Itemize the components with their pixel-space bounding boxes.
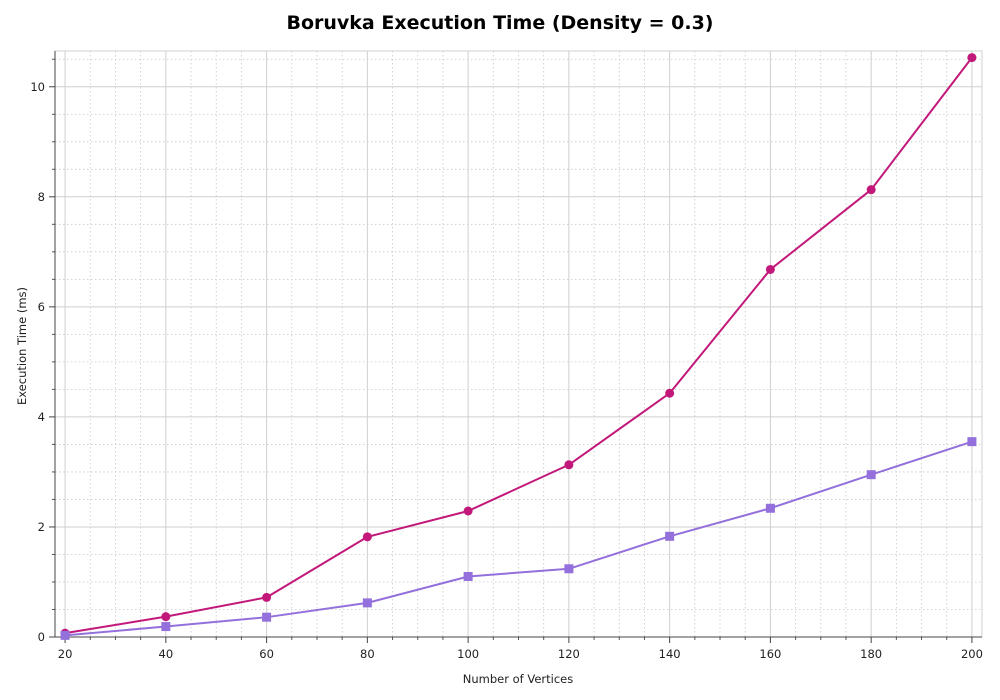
series-2-point — [262, 612, 272, 622]
grid-layer — [54, 50, 983, 638]
x-tick-label: 160 — [759, 647, 781, 661]
series-2-point — [60, 630, 70, 640]
series-1-point — [161, 612, 171, 622]
y-tick-label: 4 — [38, 410, 45, 424]
axis-layer: 20 40 60 80 100 120 140 160 180 200 0 2 4 6 8 10 — [30, 51, 983, 661]
series-1-line — [64, 56, 973, 635]
series-2-point — [765, 503, 775, 513]
x-tick-label: 40 — [159, 647, 174, 661]
x-tick-label: 60 — [259, 647, 274, 661]
y-axis-title: Execution Time (ms) — [15, 287, 29, 405]
x-tick-label: 80 — [360, 647, 375, 661]
x-axis-title: Number of Vertices — [463, 672, 573, 686]
series-2-point — [161, 622, 171, 632]
series-1-point — [564, 460, 574, 470]
x-tick-label: 100 — [457, 647, 479, 661]
series-1-point — [866, 185, 876, 195]
y-tick-label: 0 — [38, 630, 45, 644]
series-layer — [60, 53, 977, 640]
x-tick-label: 140 — [659, 647, 681, 661]
series-2-point — [866, 470, 876, 480]
y-tick-label: 8 — [38, 190, 45, 204]
x-tick-label: 20 — [58, 647, 73, 661]
series-1-point — [967, 53, 977, 63]
x-tick-label: 180 — [860, 647, 882, 661]
x-tick-label: 120 — [558, 647, 580, 661]
series-1-point — [665, 388, 675, 398]
series-1-point — [262, 592, 272, 602]
series-1-point — [463, 506, 473, 516]
series-2-line — [64, 440, 973, 637]
x-tick-label: 200 — [961, 647, 983, 661]
series-2-point — [362, 598, 372, 608]
series-1-point — [765, 264, 775, 274]
y-tick-label: 2 — [38, 520, 45, 534]
series-2-point — [665, 531, 675, 541]
series-2-point — [564, 564, 574, 574]
chart-title: Boruvka Execution Time (Density = 0.3) — [286, 12, 714, 34]
series-2-point — [463, 571, 473, 581]
y-tick-label: 10 — [30, 80, 45, 94]
series-1-point — [362, 532, 372, 542]
y-tick-label: 6 — [38, 300, 45, 314]
series-2-point — [967, 437, 977, 447]
